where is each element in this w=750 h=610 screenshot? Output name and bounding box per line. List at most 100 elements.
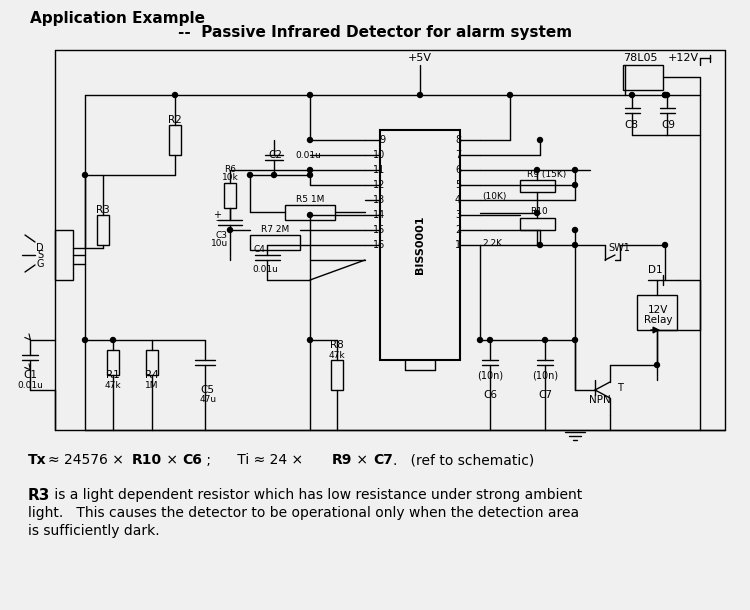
Text: 7: 7 — [455, 150, 461, 160]
Text: C7: C7 — [373, 453, 393, 467]
Text: D1: D1 — [648, 265, 662, 275]
Text: 78L05: 78L05 — [623, 53, 658, 63]
Text: R7 2M: R7 2M — [261, 226, 290, 234]
Text: 14: 14 — [373, 210, 385, 220]
Text: is sufficiently dark.: is sufficiently dark. — [28, 524, 160, 538]
Circle shape — [82, 173, 88, 178]
Text: R9: R9 — [332, 453, 352, 467]
Text: 11: 11 — [373, 165, 385, 175]
Text: SW1: SW1 — [608, 243, 630, 253]
Circle shape — [308, 212, 313, 218]
Text: 47u: 47u — [200, 395, 217, 404]
Text: 10k: 10k — [222, 173, 238, 182]
Text: light.   This causes the detector to be operational only when the detection area: light. This causes the detector to be op… — [28, 506, 579, 520]
Bar — [623, 65, 663, 90]
Text: 10: 10 — [373, 150, 385, 160]
Text: Application Example: Application Example — [30, 10, 205, 26]
Text: Tx: Tx — [28, 453, 46, 467]
Text: 5: 5 — [455, 180, 461, 190]
Text: 12: 12 — [373, 180, 385, 190]
Bar — [520, 218, 555, 230]
Bar — [107, 350, 119, 375]
Circle shape — [172, 93, 178, 98]
Text: 10u: 10u — [211, 239, 228, 248]
Text: 13: 13 — [373, 195, 385, 205]
Text: is a light dependent resistor which has low resistance under strong ambient: is a light dependent resistor which has … — [50, 488, 582, 502]
Text: ×: × — [352, 453, 372, 467]
Text: R6: R6 — [224, 165, 236, 174]
Text: T: T — [617, 383, 622, 393]
Text: 3: 3 — [455, 210, 461, 220]
Text: 0.01u: 0.01u — [17, 381, 43, 390]
Text: 4: 4 — [455, 195, 461, 205]
Text: C4: C4 — [253, 245, 265, 254]
Text: C9: C9 — [661, 120, 675, 130]
Bar — [169, 125, 181, 155]
Text: S: S — [38, 250, 44, 260]
Bar — [97, 215, 109, 245]
Circle shape — [662, 93, 668, 98]
Text: --  Passive Infrared Detector for alarm system: -- Passive Infrared Detector for alarm s… — [178, 26, 572, 40]
Circle shape — [655, 362, 659, 367]
Text: D: D — [36, 243, 44, 253]
Text: ;      Ti ≈ 24 ×: ; Ti ≈ 24 × — [202, 453, 308, 467]
Text: .   (ref to schematic): . (ref to schematic) — [393, 453, 534, 467]
Text: R9 (15K): R9 (15K) — [527, 171, 566, 179]
Text: 16: 16 — [373, 240, 385, 250]
Text: 0.01u: 0.01u — [295, 151, 321, 159]
Bar — [250, 235, 300, 250]
Text: 12V: 12V — [648, 305, 668, 315]
Bar — [520, 180, 555, 192]
Circle shape — [535, 210, 539, 215]
Text: R5 1M: R5 1M — [296, 195, 324, 204]
Text: 1: 1 — [455, 240, 461, 250]
Circle shape — [308, 173, 313, 178]
Bar — [224, 183, 236, 208]
Text: C6: C6 — [483, 390, 497, 400]
Circle shape — [308, 337, 313, 342]
Bar — [331, 360, 343, 390]
Text: -: - — [215, 215, 219, 225]
Circle shape — [478, 337, 482, 342]
Bar — [637, 295, 677, 330]
Text: BISS0001: BISS0001 — [415, 216, 425, 274]
Text: R1: R1 — [106, 370, 120, 380]
Circle shape — [418, 93, 422, 98]
Text: 47k: 47k — [328, 351, 345, 359]
Text: (10K): (10K) — [482, 193, 506, 201]
Text: 6: 6 — [455, 165, 461, 175]
Text: (10n): (10n) — [532, 370, 558, 380]
Text: 47k: 47k — [105, 381, 122, 390]
Text: R3: R3 — [28, 487, 50, 503]
Text: C1: C1 — [23, 370, 37, 380]
Text: C5: C5 — [200, 385, 214, 395]
Circle shape — [248, 173, 253, 178]
Text: +: + — [213, 210, 221, 220]
Text: C7: C7 — [538, 390, 552, 400]
Text: +12V: +12V — [668, 53, 699, 63]
Circle shape — [664, 93, 670, 98]
Text: ×: × — [162, 453, 182, 467]
Circle shape — [488, 337, 493, 342]
Circle shape — [308, 93, 313, 98]
Text: 15: 15 — [373, 225, 385, 235]
Circle shape — [542, 337, 548, 342]
Circle shape — [82, 337, 88, 342]
Text: Relay: Relay — [644, 315, 672, 325]
Circle shape — [538, 137, 542, 143]
Text: C2: C2 — [268, 150, 282, 160]
Circle shape — [508, 93, 512, 98]
Circle shape — [227, 228, 232, 232]
Circle shape — [662, 93, 668, 98]
Bar — [55, 230, 73, 280]
Text: NPN: NPN — [590, 395, 610, 405]
Text: 8: 8 — [455, 135, 461, 145]
Text: 9: 9 — [379, 135, 385, 145]
Circle shape — [572, 182, 578, 187]
Text: 1M: 1M — [146, 381, 159, 390]
Circle shape — [662, 243, 668, 248]
Circle shape — [535, 168, 539, 173]
Text: R8: R8 — [330, 340, 344, 350]
Circle shape — [110, 337, 116, 342]
Text: 0.01u: 0.01u — [252, 265, 278, 275]
